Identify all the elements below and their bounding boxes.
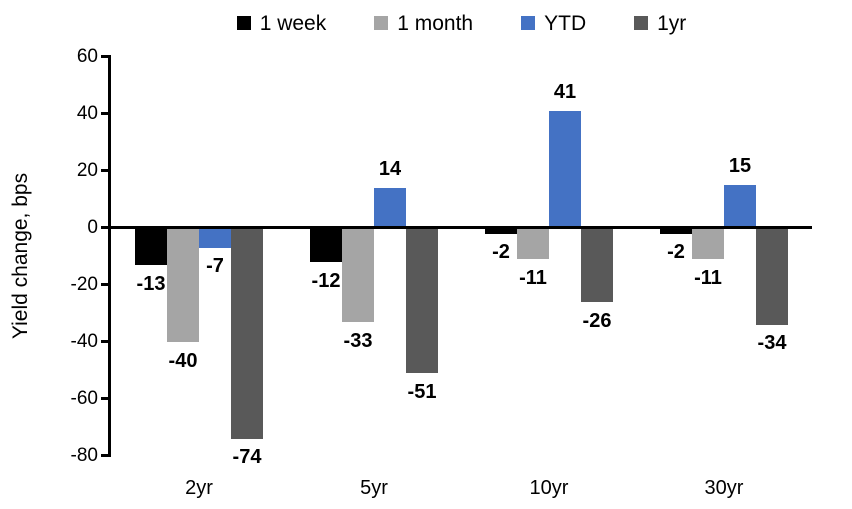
data-label: 41 (553, 81, 577, 103)
bar-30yr-1-month (692, 228, 724, 259)
y-tick-mark (101, 112, 111, 115)
y-tick-mark (101, 55, 111, 58)
y-tick-label: -60 (70, 388, 98, 409)
legend-label: 1yr (657, 11, 687, 35)
legend-label: 1 month (397, 11, 474, 35)
x-category-label: 10yr (529, 477, 569, 499)
data-label: -12 (311, 270, 341, 292)
x-category-label: 5yr (360, 477, 388, 499)
legend-marker-icon (374, 16, 389, 30)
bar-30yr-1-week (660, 228, 692, 234)
y-axis-line (108, 55, 111, 457)
legend-item: 1 month (374, 13, 473, 34)
bar-30yr-YTD (724, 185, 756, 228)
data-label: 14 (378, 158, 402, 180)
y-tick-mark (101, 226, 111, 229)
bar-2yr-YTD (199, 228, 231, 248)
bar-10yr-1-week (485, 228, 517, 234)
x-category-label: 30yr (704, 477, 744, 499)
data-label: -26 (582, 310, 612, 332)
y-tick-mark (101, 397, 111, 400)
legend-label: YTD (544, 11, 587, 35)
data-label: 15 (728, 155, 752, 177)
data-label: -13 (136, 273, 166, 295)
bar-5yr-1yr (406, 228, 438, 373)
data-label: -74 (232, 446, 262, 468)
data-label: -11 (519, 267, 547, 289)
legend-marker-icon (521, 16, 536, 30)
bar-30yr-1yr (756, 228, 788, 325)
data-label: -51 (407, 381, 437, 403)
zero-baseline (108, 226, 812, 229)
bar-5yr-1-month (342, 228, 374, 322)
y-tick-mark (101, 340, 111, 343)
data-label: -33 (343, 330, 373, 352)
y-tick-label: 40 (76, 103, 98, 124)
chart-legend: 1 week 1 month YTD 1yr (111, 8, 812, 38)
bar-10yr-1yr (581, 228, 613, 302)
y-tick-label: 60 (76, 46, 98, 67)
bar-5yr-YTD (374, 188, 406, 228)
bar-2yr-1yr (231, 228, 263, 439)
y-tick-label: -20 (70, 274, 98, 295)
legend-marker-icon (236, 16, 251, 30)
data-label: -11 (694, 267, 722, 289)
y-tick-mark (101, 454, 111, 457)
bar-10yr-1-month (517, 228, 549, 259)
y-tick-label: 20 (76, 160, 98, 181)
legend-item: 1yr (634, 13, 686, 34)
y-tick-mark (101, 283, 111, 286)
bar-5yr-1-week (310, 228, 342, 262)
legend-marker-icon (634, 16, 649, 30)
legend-item: 1 week (236, 11, 327, 35)
data-label: -40 (168, 350, 198, 372)
legend-item: YTD (521, 13, 586, 34)
y-tick-mark (101, 169, 111, 172)
data-label: -2 (492, 241, 510, 263)
y-tick-label: -40 (70, 331, 98, 352)
bar-10yr-YTD (549, 111, 581, 228)
data-label: -34 (757, 332, 787, 354)
x-category-label: 2yr (185, 477, 213, 499)
legend-label: 1 week (259, 11, 327, 35)
y-tick-label: 0 (87, 217, 98, 238)
bar-2yr-1-month (167, 228, 199, 342)
data-label: -7 (206, 255, 224, 277)
bar-2yr-1-week (135, 228, 167, 265)
y-tick-label: -80 (70, 445, 98, 466)
data-label: -2 (667, 241, 685, 263)
